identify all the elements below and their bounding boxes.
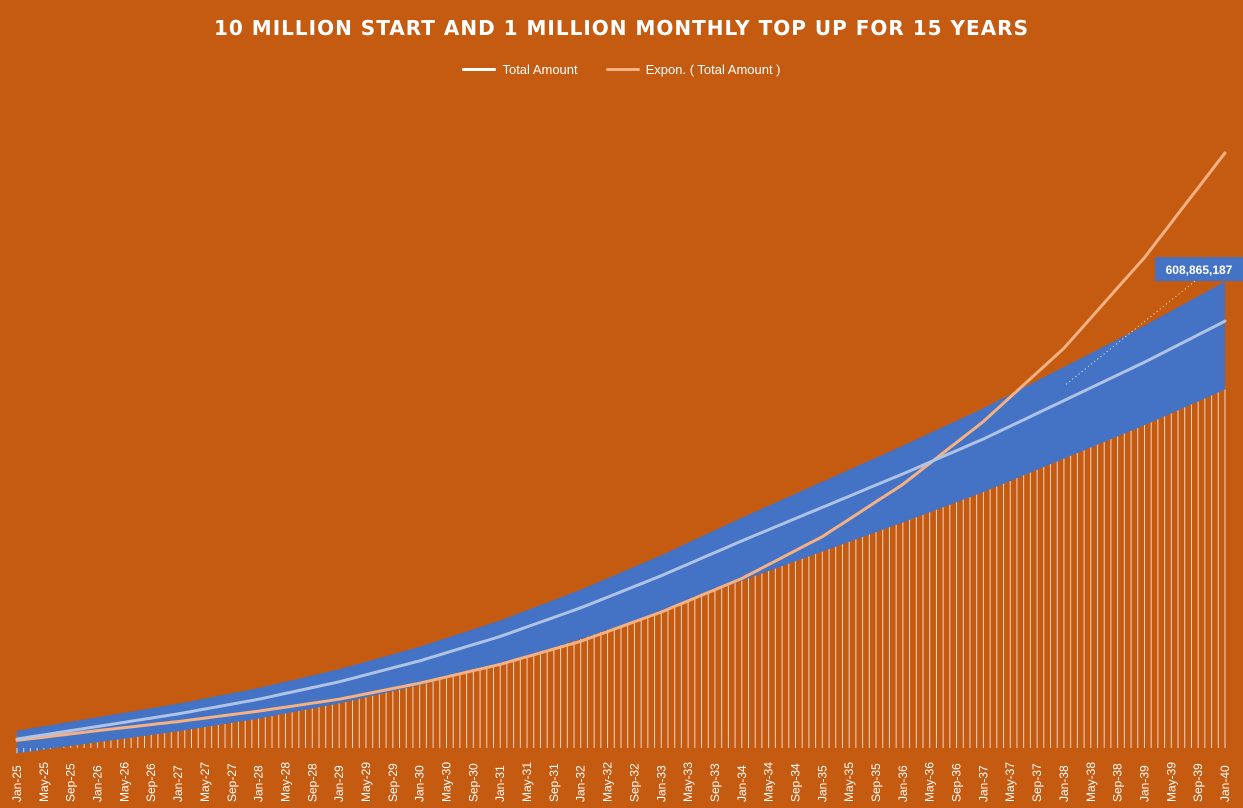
monthly-spikes bbox=[16, 389, 1226, 754]
x-tick-label: Sep-35 bbox=[869, 763, 883, 802]
x-tick-label: Sep-28 bbox=[305, 763, 319, 802]
x-tick-label: May-36 bbox=[923, 762, 937, 802]
x-tick-label: Sep-27 bbox=[225, 763, 239, 802]
x-tick-label: Sep-30 bbox=[466, 763, 480, 802]
final-value-label: 608,865,187 bbox=[1064, 257, 1243, 386]
x-tick-label: Sep-37 bbox=[1030, 763, 1044, 802]
x-tick-label: Sep-29 bbox=[386, 763, 400, 802]
x-tick-label: May-27 bbox=[198, 762, 212, 802]
x-tick-label: May-25 bbox=[37, 762, 51, 802]
x-tick-label: Jan-33 bbox=[654, 765, 668, 802]
x-tick-label: Sep-34 bbox=[788, 763, 802, 802]
series-line-trendline bbox=[15, 151, 1227, 742]
x-tick-label: May-26 bbox=[117, 762, 131, 802]
legend-item-total-amount: Total Amount bbox=[462, 62, 578, 77]
x-tick-label: Jan-34 bbox=[735, 765, 749, 802]
x-tick-label: May-35 bbox=[842, 762, 856, 802]
chart-legend: Total Amount Expon. ( Total Amount ) bbox=[0, 62, 1243, 77]
x-tick-label: May-37 bbox=[1003, 762, 1017, 802]
x-tick-label: Jan-30 bbox=[413, 765, 427, 802]
x-tick-label: Sep-25 bbox=[64, 763, 78, 802]
x-tick-label: Sep-26 bbox=[144, 763, 158, 802]
x-tick-label: Sep-39 bbox=[1191, 763, 1205, 802]
x-tick-label: Jan-26 bbox=[91, 765, 105, 802]
legend-label-trendline: Expon. ( Total Amount ) bbox=[645, 62, 781, 77]
x-tick-label: Jan-28 bbox=[252, 765, 266, 802]
x-tick-label: Jan-40 bbox=[1218, 765, 1232, 802]
x-tick-label: Jan-29 bbox=[332, 765, 346, 802]
x-tick-label: May-31 bbox=[520, 762, 534, 802]
x-tick-label: Jan-25 bbox=[10, 765, 24, 802]
x-tick-label: May-39 bbox=[1164, 762, 1178, 802]
chart-title: 10 MILLION START AND 1 MILLION MONTHLY T… bbox=[214, 16, 1029, 40]
x-tick-label: Jan-38 bbox=[1057, 765, 1071, 802]
x-tick-label: Sep-32 bbox=[627, 763, 641, 802]
x-tick-label: Jan-39 bbox=[1137, 765, 1151, 802]
legend-item-trendline: Expon. ( Total Amount ) bbox=[605, 62, 781, 77]
x-tick-label: May-33 bbox=[681, 762, 695, 802]
x-tick-label: Sep-33 bbox=[708, 763, 722, 802]
x-tick-label: May-28 bbox=[278, 762, 292, 802]
x-tick-label: May-32 bbox=[601, 762, 615, 802]
series-line-total-amount bbox=[15, 319, 1227, 741]
legend-swatch-trendline bbox=[605, 68, 640, 71]
x-tick-label: May-30 bbox=[440, 762, 454, 802]
x-tick-label: May-29 bbox=[359, 762, 373, 802]
x-tick-label: Jan-32 bbox=[574, 765, 588, 802]
x-axis-ticks: Jan-25 May-25 Sep-25 Jan-26 May-26 Sep-26 Jan-… bbox=[10, 762, 1232, 802]
x-tick-label: Jan-36 bbox=[896, 765, 910, 802]
final-value-label-text: 608,865,187 bbox=[1166, 263, 1233, 277]
x-tick-label: Sep-31 bbox=[547, 763, 561, 802]
x-tick-label: May-34 bbox=[762, 762, 776, 802]
x-tick-label: Jan-27 bbox=[171, 765, 185, 802]
final-value-label-box bbox=[1155, 257, 1243, 282]
x-tick-label: Sep-38 bbox=[1111, 763, 1125, 802]
legend-label-total-amount: Total Amount bbox=[502, 62, 578, 77]
x-tick-label: Jan-35 bbox=[815, 765, 829, 802]
x-tick-label: May-38 bbox=[1084, 762, 1098, 802]
legend-swatch-total-amount bbox=[462, 68, 497, 71]
x-tick-label: Jan-31 bbox=[493, 765, 507, 802]
x-tick-label: Jan-37 bbox=[976, 765, 990, 802]
x-tick-label: Sep-36 bbox=[950, 763, 964, 802]
